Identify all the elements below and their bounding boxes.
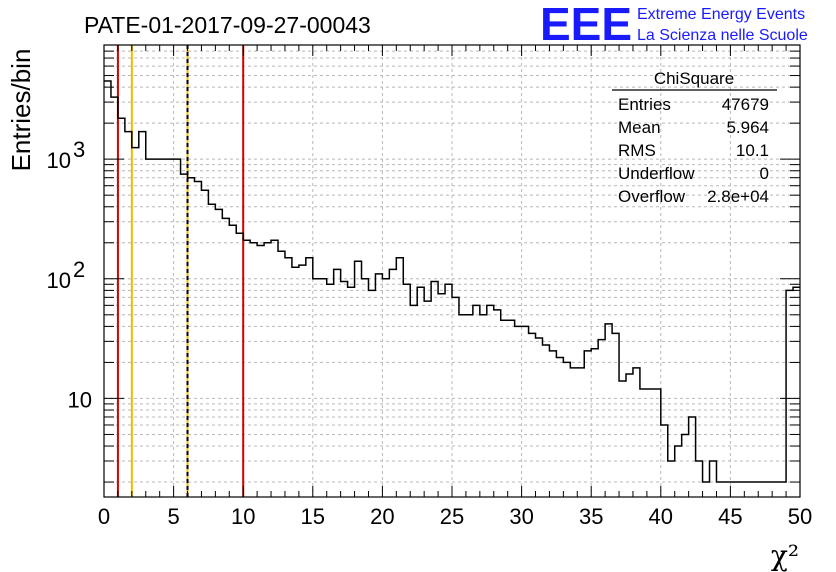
stats-row-value: 5.964 [726, 118, 769, 137]
x-tick-label: 0 [98, 504, 110, 529]
x-tick-label: 40 [649, 504, 673, 529]
stats-row-label: RMS [618, 141, 656, 160]
threshold-lines [116, 45, 245, 497]
y-axis-label: Entries/bin [6, 49, 36, 172]
x-tick-label: 45 [718, 504, 742, 529]
stats-row-label: Entries [618, 95, 671, 114]
run-title: PATE-01-2017-09-27-00043 [84, 12, 371, 38]
y-tick-label: 10 [68, 387, 92, 412]
x-tick-label: 30 [509, 504, 533, 529]
x-tick-labels: 0 5 10 15 20 25 30 35 40 45 50 [98, 504, 812, 529]
x-tick-label: 15 [301, 504, 325, 529]
stats-row-value: 2.8e+04 [707, 187, 769, 206]
eee-logo: EEE Extreme Energy Events La Scienza nel… [540, 0, 808, 50]
stats-row-label: Overflow [618, 187, 686, 206]
y-tick-exponent: 3 [73, 137, 85, 162]
stats-row-value: 47679 [722, 95, 769, 114]
histogram-line [104, 80, 800, 483]
logo-line2: La Scienza nelle Scuole [637, 27, 808, 44]
x-tick-label: 10 [231, 504, 255, 529]
y-tick-exponent: 2 [73, 257, 85, 282]
logo-line1: Extreme Energy Events [637, 6, 805, 23]
stats-row-label: Mean [618, 118, 661, 137]
stats-rows: Entries 47679 Mean 5.964 RMS 10.1 Underflow 0 Ov… [618, 95, 769, 206]
x-axis-label: χ² [771, 539, 799, 572]
axis-ticks [103, 45, 801, 497]
x-tick-label: 5 [167, 504, 179, 529]
stats-row-value: 0 [760, 164, 769, 183]
stats-row-value: 10.1 [736, 141, 769, 160]
x-tick-label: 50 [788, 504, 812, 529]
x-tick-label: 20 [370, 504, 394, 529]
x-tick-label: 25 [440, 504, 464, 529]
logo-letters: EEE [540, 0, 632, 50]
stats-box: ChiSquare Entries 47679 Mean 5.964 RMS 10.1 Un… [612, 69, 777, 206]
stats-title: ChiSquare [654, 69, 734, 88]
y-tick-label: 10 [47, 148, 71, 173]
stats-row-label: Underflow [618, 164, 695, 183]
y-tick-label: 10 [47, 268, 71, 293]
x-tick-label: 35 [579, 504, 603, 529]
